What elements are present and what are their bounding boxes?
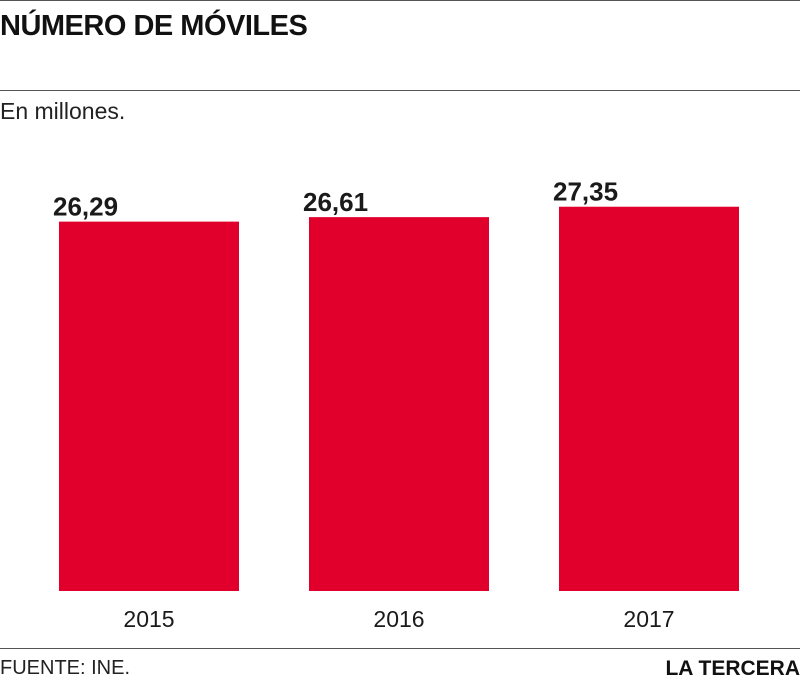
value-label-2016: 26,61 bbox=[303, 187, 368, 217]
x-tick-label-2016: 2016 bbox=[373, 606, 424, 632]
top-rule bbox=[0, 0, 800, 1]
x-tick-label-2015: 2015 bbox=[123, 606, 174, 632]
source-note: FUENTE: INE. bbox=[0, 657, 131, 679]
x-tick-label-2017: 2017 bbox=[623, 606, 674, 632]
value-label-2015: 26,29 bbox=[53, 192, 118, 222]
value-label-2017: 27,35 bbox=[553, 177, 618, 207]
bar-2017 bbox=[559, 206, 739, 592]
brand-logo-text: LA TERCERA bbox=[665, 657, 800, 680]
bar-chart: 26,29 2015 26,61 2016 27,35 2017 bbox=[53, 177, 739, 632]
chart-subtitle: En millones. bbox=[0, 98, 126, 124]
footer-rule bbox=[0, 648, 800, 649]
bar-2016 bbox=[309, 217, 489, 591]
chart-title: NÚMERO DE MÓVILES bbox=[0, 10, 308, 42]
title-divider bbox=[0, 90, 800, 91]
bar-2015 bbox=[59, 221, 239, 592]
